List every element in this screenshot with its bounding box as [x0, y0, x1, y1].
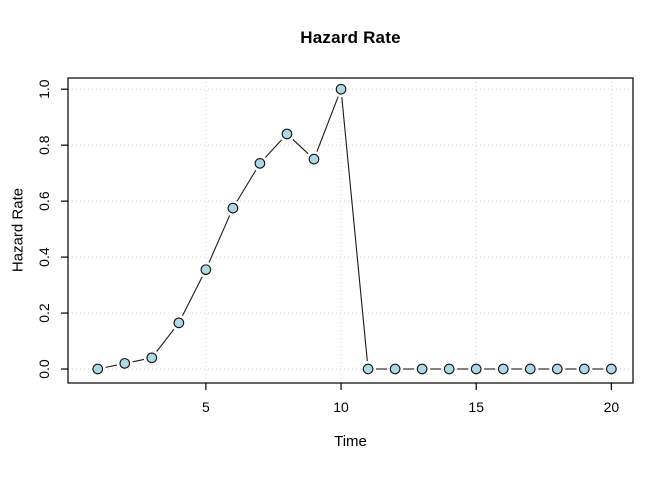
- x-tick-label: 10: [333, 399, 349, 415]
- data-point: [443, 363, 455, 375]
- data-point: [119, 358, 131, 369]
- data-point: [416, 363, 428, 375]
- data-segment: [316, 96, 339, 152]
- data-point: [497, 363, 509, 375]
- y-tick-label: 0.2: [36, 303, 52, 323]
- data-point: [578, 363, 590, 375]
- data-point: [92, 363, 104, 375]
- data-point: [362, 363, 374, 375]
- data-segment: [181, 276, 203, 316]
- data-segment: [292, 139, 309, 155]
- y-tick-label: 1.0: [36, 79, 52, 99]
- data-point: [254, 157, 266, 169]
- chart-title: Hazard Rate: [300, 28, 401, 47]
- y-tick-label: 0.6: [36, 191, 52, 211]
- data-segment: [208, 215, 231, 263]
- x-tick-label: 15: [468, 399, 484, 415]
- data-segment: [236, 169, 257, 202]
- y-tick-label: 0.4: [36, 247, 52, 267]
- data-segment: [105, 364, 118, 368]
- data-segment: [156, 328, 175, 352]
- data-point: [524, 363, 536, 375]
- data-segment: [264, 139, 282, 158]
- data-point: [281, 128, 293, 140]
- y-tick-label: 0.8: [36, 135, 52, 155]
- data-point: [146, 352, 158, 364]
- data-point: [308, 153, 320, 165]
- data-segment: [341, 97, 368, 362]
- data-point: [389, 363, 401, 375]
- data-point: [335, 83, 347, 95]
- y-tick-label: 0.0: [36, 359, 52, 379]
- data-point: [606, 363, 617, 375]
- data-segment: [132, 358, 145, 363]
- data-point: [227, 202, 239, 214]
- x-axis-label: Time: [334, 433, 367, 450]
- x-tick-label: 20: [604, 399, 620, 415]
- data-point: [200, 264, 212, 276]
- data-point: [173, 317, 185, 329]
- data-point: [551, 363, 563, 375]
- data-point: [470, 363, 482, 375]
- plot-border: [67, 77, 634, 384]
- x-tick-label: 5: [202, 399, 210, 415]
